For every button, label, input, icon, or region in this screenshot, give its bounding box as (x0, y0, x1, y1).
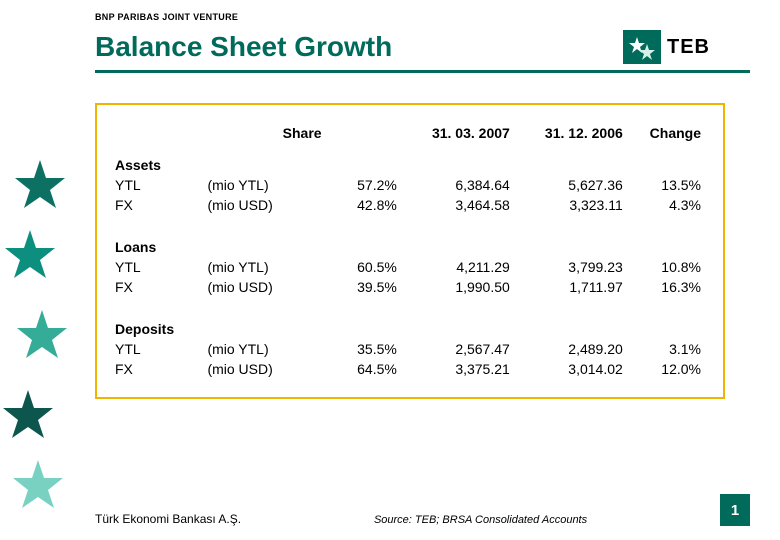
row-unit: (mio USD) (199, 359, 302, 379)
row-d1: 2,567.47 (405, 339, 518, 359)
row-d2: 3,014.02 (518, 359, 631, 379)
table-row: FX(mio USD)39.5%1,990.501,711.9716.3% (107, 277, 713, 297)
title-row: Balance Sheet Growth TEB (95, 30, 750, 64)
table-row: FX(mio USD)42.8%3,464.583,323.114.3% (107, 195, 713, 215)
row-change: 3.1% (631, 339, 713, 359)
logo-block: TEB (623, 30, 710, 64)
company-name: Türk Ekonomi Bankası A.Ş. (95, 512, 241, 526)
row-sharepct: 57.2% (302, 175, 405, 195)
col-blank (107, 123, 199, 155)
col-date1: 31. 03. 2007 (405, 123, 518, 155)
row-d2: 5,627.36 (518, 175, 631, 195)
row-change: 13.5% (631, 175, 713, 195)
row-sharepct: 60.5% (302, 257, 405, 277)
col-date2: 31. 12. 2006 (518, 123, 631, 155)
row-d1: 3,464.58 (405, 195, 518, 215)
row-d2: 1,711.97 (518, 277, 631, 297)
table-row: FX(mio USD)64.5%3,375.213,014.0212.0% (107, 359, 713, 379)
stars-icon (627, 34, 657, 60)
table-box: Share 31. 03. 2007 31. 12. 2006 Change A… (95, 103, 725, 399)
section-title-row: Loans (107, 237, 713, 257)
row-label: YTL (107, 339, 199, 359)
row-sharepct: 64.5% (302, 359, 405, 379)
table-row: YTL(mio YTL)60.5%4,211.293,799.2310.8% (107, 257, 713, 277)
row-unit: (mio USD) (199, 277, 302, 297)
side-decoration (0, 140, 80, 520)
row-label: FX (107, 195, 199, 215)
row-sharepct: 42.8% (302, 195, 405, 215)
row-d1: 4,211.29 (405, 257, 518, 277)
source-text: Source: TEB; BRSA Consolidated Accounts (374, 514, 587, 526)
logo-icon (623, 30, 661, 64)
col-share: Share (199, 123, 404, 155)
row-sharepct: 35.5% (302, 339, 405, 359)
row-d2: 3,323.11 (518, 195, 631, 215)
table-row: YTL(mio YTL)57.2%6,384.645,627.3613.5% (107, 175, 713, 195)
row-sharepct: 39.5% (302, 277, 405, 297)
row-label: FX (107, 277, 199, 297)
venture-label: BNP PARIBAS JOINT VENTURE (95, 12, 750, 22)
row-label: YTL (107, 257, 199, 277)
logo-text: TEB (667, 36, 710, 59)
row-d1: 3,375.21 (405, 359, 518, 379)
title-underline (95, 70, 750, 73)
footer: Türk Ekonomi Bankası A.Ş. Source: TEB; B… (95, 494, 750, 526)
page-title: Balance Sheet Growth (95, 31, 392, 63)
section-title-row: Assets (107, 155, 713, 175)
row-unit: (mio USD) (199, 195, 302, 215)
row-d2: 3,799.23 (518, 257, 631, 277)
stars-decoration (0, 140, 80, 520)
header: BNP PARIBAS JOINT VENTURE Balance Sheet … (0, 0, 780, 73)
balance-sheet-table: Share 31. 03. 2007 31. 12. 2006 Change A… (107, 123, 713, 379)
row-change: 10.8% (631, 257, 713, 277)
page-number: 1 (720, 494, 750, 526)
row-label: YTL (107, 175, 199, 195)
row-unit: (mio YTL) (199, 257, 302, 277)
table-header-row: Share 31. 03. 2007 31. 12. 2006 Change (107, 123, 713, 155)
content-area: Share 31. 03. 2007 31. 12. 2006 Change A… (0, 73, 780, 399)
section-title: Assets (107, 155, 199, 175)
section-title: Loans (107, 237, 199, 257)
section-title: Deposits (107, 319, 199, 339)
row-d1: 6,384.64 (405, 175, 518, 195)
row-label: FX (107, 359, 199, 379)
row-change: 16.3% (631, 277, 713, 297)
section-title-row: Deposits (107, 319, 713, 339)
row-unit: (mio YTL) (199, 339, 302, 359)
row-unit: (mio YTL) (199, 175, 302, 195)
table-row: YTL(mio YTL)35.5%2,567.472,489.203.1% (107, 339, 713, 359)
section-gap (107, 215, 713, 237)
col-change: Change (631, 123, 713, 155)
row-change: 4.3% (631, 195, 713, 215)
row-change: 12.0% (631, 359, 713, 379)
row-d2: 2,489.20 (518, 339, 631, 359)
row-d1: 1,990.50 (405, 277, 518, 297)
section-gap (107, 297, 713, 319)
